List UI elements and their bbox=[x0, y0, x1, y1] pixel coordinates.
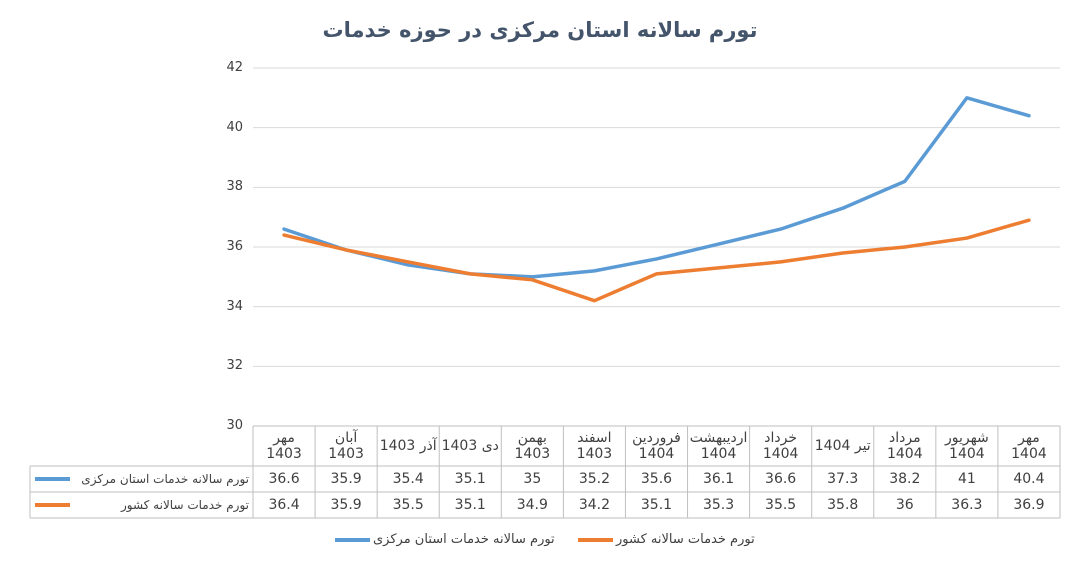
table-value: 36.9 bbox=[1013, 497, 1045, 513]
table-value: 35.9 bbox=[330, 471, 362, 487]
table-value: 35.2 bbox=[578, 471, 610, 487]
y-tick-label: 42 bbox=[226, 60, 243, 75]
x-tick-label: مهر 1403 bbox=[266, 430, 302, 462]
series-line bbox=[282, 218, 1031, 303]
x-tick-label: خرداد 1404 bbox=[762, 430, 799, 462]
y-tick-label: 30 bbox=[226, 418, 243, 433]
table-value: 37.3 bbox=[827, 471, 859, 487]
table-value: 35.8 bbox=[827, 497, 859, 513]
x-tick-label: بهمن 1403 bbox=[514, 430, 551, 462]
table-value: 38.2 bbox=[889, 471, 921, 487]
x-tick-label: آبان 1403 bbox=[328, 430, 364, 462]
table-value: 36.1 bbox=[702, 471, 735, 487]
series-line bbox=[282, 96, 1031, 279]
y-tick-label: 36 bbox=[226, 239, 243, 254]
chart-title: تورم سالانه استان مرکزی در حوزه خدمات bbox=[322, 18, 758, 42]
table-value: 41 bbox=[957, 471, 976, 487]
table-value: 35.1 bbox=[640, 497, 673, 513]
table-value: 35.4 bbox=[392, 471, 424, 487]
legend-label: تورم سالانه خدمات استان مرکزی bbox=[373, 532, 555, 547]
x-tick-label: تیر 1404 bbox=[814, 438, 871, 454]
table-value: 35.9 bbox=[330, 497, 362, 513]
table-value: 35.1 bbox=[454, 471, 486, 487]
table-value: 35.6 bbox=[640, 471, 673, 487]
table-value: 35.5 bbox=[765, 497, 797, 513]
y-tick-label: 32 bbox=[226, 358, 243, 374]
table-value: 35 bbox=[523, 471, 542, 487]
y-tick-label: 38 bbox=[226, 179, 243, 195]
table-value: 35.5 bbox=[392, 497, 424, 513]
x-tick-label: دی 1403 bbox=[441, 438, 499, 454]
x-tick-label: اردیبهشت 1404 bbox=[689, 430, 748, 462]
legend-label: تورم خدمات سالانه کشور bbox=[616, 532, 755, 547]
y-tick-label: 40 bbox=[226, 119, 243, 135]
table-value: 35.3 bbox=[702, 497, 735, 513]
table-value: 36.4 bbox=[268, 497, 300, 513]
table-row-label: تورم خدمات سالانه کشور bbox=[120, 498, 249, 512]
table-value: 36 bbox=[895, 497, 914, 513]
table-value: 34.9 bbox=[516, 497, 548, 513]
table-value: 36.6 bbox=[268, 471, 300, 487]
y-tick-label: 34 bbox=[226, 298, 243, 314]
x-tick-label: مرداد 1404 bbox=[886, 430, 923, 462]
table-value: 35.1 bbox=[454, 497, 486, 513]
table-value: 36.3 bbox=[951, 497, 983, 513]
x-tick-label: شهریور 1404 bbox=[944, 430, 989, 462]
x-tick-label: اسفند 1403 bbox=[576, 430, 613, 462]
table-row-label: تورم سالانه خدمات استان مرکزی bbox=[81, 472, 249, 486]
x-tick-label: آذر 1403 bbox=[379, 438, 437, 454]
table-value: 40.4 bbox=[1013, 471, 1045, 487]
x-tick-label: مهر 1404 bbox=[1011, 430, 1047, 462]
table-value: 34.2 bbox=[578, 497, 610, 513]
x-tick-label: فروردین 1404 bbox=[632, 430, 681, 462]
table-value: 36.6 bbox=[765, 471, 797, 487]
